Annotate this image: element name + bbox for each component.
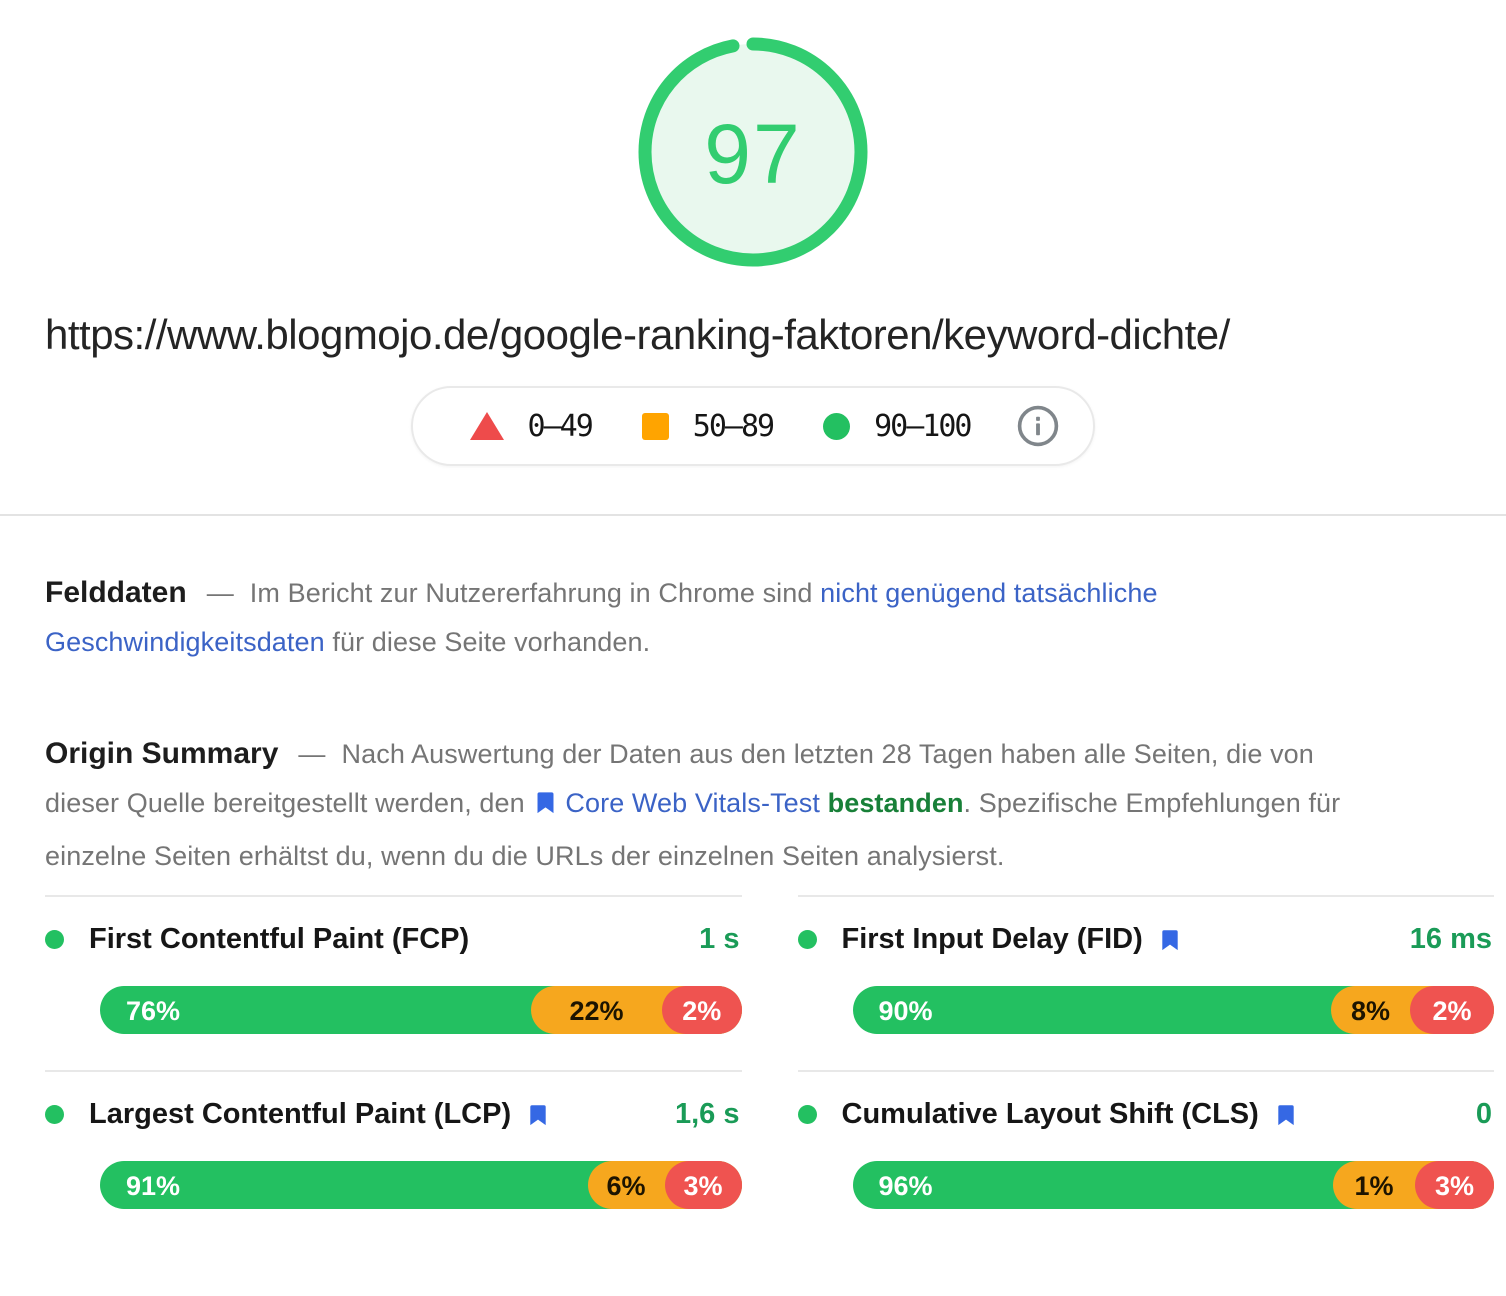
performance-score: 97 — [704, 106, 802, 201]
bar-segment-poor — [1409, 986, 1494, 1034]
legend-range-label: 50–89 — [692, 408, 775, 444]
origin-summary-text: Nach Auswertung der Daten aus den letzte… — [45, 739, 1314, 818]
distribution-bar: 96% 1% 3% — [852, 1161, 1494, 1209]
field-data-text: Im Bericht zur Nutzererfahrung in Chrome… — [249, 578, 821, 608]
metric-value: 0 — [1475, 1098, 1492, 1130]
origin-summary-heading: Origin Summary — [45, 737, 279, 770]
metric-label: First Contentful Paint (FCP) — [89, 923, 470, 955]
green-dot-icon — [45, 1105, 64, 1124]
metric-lcp: Largest Contentful Paint (LCP) 1,6 s 91%… — [45, 1070, 742, 1245]
green-dot-icon — [797, 1105, 817, 1124]
legend-item-poor: 0–49 — [469, 408, 594, 444]
bar-segment-poor — [1415, 1161, 1494, 1209]
legend-range-label: 0–49 — [527, 408, 594, 444]
field-data-section: Felddaten — Im Bericht zur Nutzererfahrung… — [0, 568, 1506, 667]
legend-item-average: 50–89 — [641, 408, 775, 444]
metric-value: 1 s — [699, 923, 740, 955]
good-percent: 96% — [878, 1171, 933, 1201]
heading-dash: — — [298, 739, 326, 769]
field-data-heading: Felddaten — [45, 576, 187, 609]
legend-range-label: 90–100 — [874, 408, 972, 444]
metric-value: 16 ms — [1409, 923, 1492, 955]
origin-summary-text-after: . Spezifische Empfehlungen für einzelne … — [45, 788, 1341, 871]
good-percent: 90% — [878, 996, 933, 1026]
red-triangle-icon — [469, 412, 504, 440]
good-percent: 76% — [126, 996, 181, 1026]
insufficient-data-link[interactable]: nicht genügend tatsächliche Geschwindigk… — [45, 578, 1158, 657]
green-dot-icon — [797, 930, 817, 949]
poor-percent: 3% — [683, 1171, 723, 1201]
needs-improvement-percent: 1% — [1354, 1171, 1394, 1201]
poor-percent: 2% — [682, 996, 722, 1026]
needs-improvement-percent: 6% — [606, 1171, 646, 1201]
metric-value: 1,6 s — [675, 1098, 740, 1130]
analyzed-url: https://www.blogmojo.de/google-ranking-f… — [45, 311, 1230, 358]
distribution-bar: 90% 8% 2% — [852, 986, 1494, 1034]
info-icon[interactable] — [1015, 403, 1061, 449]
passed-badge-text: bestanden — [827, 788, 964, 818]
performance-score-gauge: 97 — [633, 32, 873, 272]
good-percent: 91% — [126, 1171, 181, 1201]
legend-item-good: 90–100 — [823, 408, 972, 444]
green-circle-icon — [823, 412, 851, 440]
green-dot-icon — [45, 930, 64, 949]
bookmark-icon — [525, 1100, 551, 1130]
orange-square-icon — [641, 412, 669, 440]
bookmark-icon — [1273, 1100, 1299, 1130]
score-gauge-section: 97 — [0, 0, 1506, 272]
metric-fcp: First Contentful Paint (FCP) 1 s 76% 22%… — [45, 895, 742, 1070]
distribution-bar: 76% 22% 2% — [100, 986, 742, 1034]
metric-label: Largest Contentful Paint (LCP) — [89, 1098, 512, 1130]
metric-label: Cumulative Layout Shift (CLS) — [841, 1098, 1259, 1130]
poor-percent: 3% — [1435, 1171, 1475, 1201]
origin-summary-section: Origin Summary — Nach Auswertung der Daten… — [0, 729, 1506, 881]
metric-fid: First Input Delay (FID) 16 ms 90% 8% 2% — [797, 895, 1494, 1070]
metrics-grid: First Contentful Paint (FCP) 1 s 76% 22%… — [0, 895, 1506, 1245]
needs-improvement-percent: 8% — [1350, 996, 1390, 1026]
core-web-vitals-link[interactable]: Core Web Vitals-Test — [565, 788, 820, 818]
score-legend: 0–49 50–89 90–100 — [410, 386, 1096, 466]
poor-percent: 2% — [1432, 996, 1472, 1026]
bookmark-icon — [532, 792, 559, 822]
field-data-text-after: für diese Seite vorhanden. — [324, 627, 651, 657]
gauge-arc — [638, 37, 868, 267]
metric-cls: Cumulative Layout Shift (CLS) 0 96% 1% 3… — [797, 1070, 1494, 1245]
bookmark-icon — [1157, 925, 1183, 955]
section-divider — [0, 514, 1506, 516]
bar-segment-poor — [664, 1161, 742, 1209]
distribution-bar: 91% 6% 3% — [100, 1161, 742, 1209]
metric-label: First Input Delay (FID) — [841, 923, 1143, 955]
heading-dash: — — [206, 578, 234, 608]
needs-improvement-percent: 22% — [569, 996, 624, 1026]
bar-segment-poor — [661, 986, 742, 1034]
